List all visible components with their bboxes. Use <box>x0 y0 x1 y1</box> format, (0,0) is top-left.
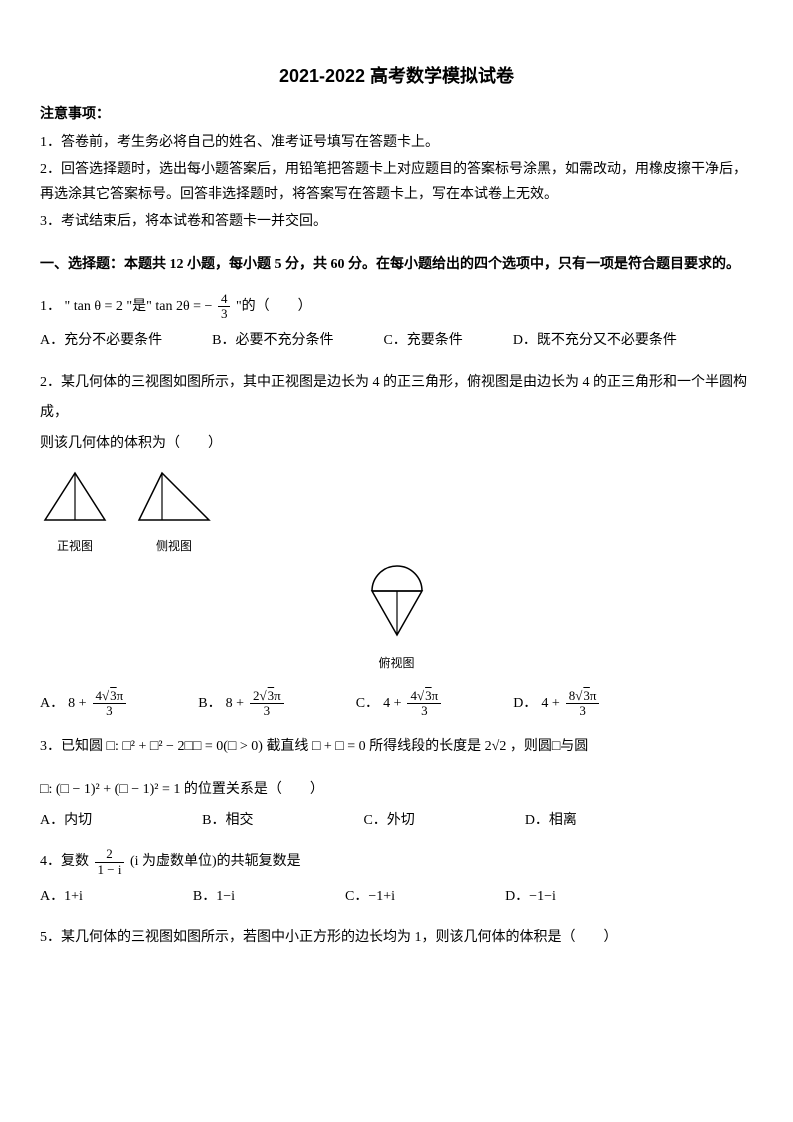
q2-a-pi: π <box>117 688 124 703</box>
q2-b-pi: π <box>274 688 281 703</box>
q2-c-sqrt: 3 <box>424 688 432 703</box>
notice-2: 2．回答选择题时，选出每小题答案后，用铅笔把答题卡上对应题目的答案标号涂黑，如需… <box>40 157 753 207</box>
q2-a-sqrt: 3 <box>109 688 117 703</box>
q1-frac-den: 3 <box>218 307 231 321</box>
q2-d-base: 4 + <box>541 691 559 716</box>
q2-d-den: 3 <box>566 704 600 718</box>
side-view-icon <box>134 468 214 526</box>
q2-a-base: 8 + <box>68 691 86 716</box>
question-2-line1: 2．某几何体的三视图如图所示，其中正视图是边长为 4 的正三角形，俯视图是由边长… <box>40 368 753 430</box>
side-view-label: 侧视图 <box>134 536 214 558</box>
top-view-icon <box>362 563 432 643</box>
q2-opt-c: C． 4 + 4√3π 3 <box>356 689 443 719</box>
top-view-label: 俯视图 <box>40 653 753 675</box>
side-view-block: 侧视图 <box>134 468 214 557</box>
q2-b-coef: 2 <box>253 688 260 703</box>
q2-a-frac: 4√3π 3 <box>93 689 127 719</box>
q3-opt-d: D．相离 <box>525 808 577 833</box>
q2-b-frac: 2√3π 3 <box>250 689 284 719</box>
q3-eq1: □: □² + □² − 2□□ = 0(□ > 0) <box>107 739 263 754</box>
q2-diagrams: 正视图 侧视图 <box>40 468 753 557</box>
question-5: 5．某几何体的三视图如图所示，若图中小正方形的边长均为 1，则该几何体的体积是（… <box>40 923 753 954</box>
q3-eq2: □ + □ = 0 <box>312 739 366 754</box>
q3-opt-b: B．相交 <box>202 808 253 833</box>
q2-c-pi: π <box>432 688 439 703</box>
q2-c-frac: 4√3π 3 <box>407 689 441 719</box>
q1-options: A．充分不必要条件 B．必要不充分条件 C．充要条件 D．既不充分又不必要条件 <box>40 328 753 353</box>
q1-opt-a: A．充分不必要条件 <box>40 328 162 353</box>
q4-opt-c: C．−1+i <box>345 884 395 909</box>
notice-1: 1．答卷前，考生务必将自己的姓名、准考证号填写在答题卡上。 <box>40 130 753 155</box>
q3-eq3: □: (□ − 1)² + (□ − 1)² = 1 <box>40 782 180 797</box>
section-1-heading: 一、选择题：本题共 12 小题，每小题 5 分，共 60 分。在每小题给出的四个… <box>40 252 753 277</box>
question-3: 3．已知圆 □: □² + □² − 2□□ = 0(□ > 0) 截直线 □ … <box>40 732 753 763</box>
q2-a-label: A． <box>40 691 64 716</box>
notice-3: 3．考试结束后，将本试卷和答题卡一并交回。 <box>40 209 753 234</box>
front-view-block: 正视图 <box>40 468 110 557</box>
q4-opt-a: A．1+i <box>40 884 83 909</box>
q2-b-base: 8 + <box>226 691 244 716</box>
q2-b-num: 2√3π <box>250 689 284 704</box>
q4-num: 2 <box>95 847 125 862</box>
q2-c-coef: 4 <box>410 688 417 703</box>
question-4: 4．复数 2 1 − i (i 为虚数单位)的共轭复数是 <box>40 847 753 878</box>
notice-heading: 注意事项： <box>40 102 753 127</box>
q1-opt-b: B．必要不充分条件 <box>212 328 333 353</box>
q1-opt-d: D．既不充分又不必要条件 <box>513 328 677 353</box>
q2-c-base: 4 + <box>383 691 401 716</box>
q4-opt-b: B．1−i <box>193 884 235 909</box>
q4-post: (i 为虚数单位)的共轭复数是 <box>130 854 301 869</box>
q3-val: 2√2 <box>485 739 507 754</box>
q2-d-pi: π <box>590 688 597 703</box>
q3-opt-a: A．内切 <box>40 808 92 833</box>
q2-d-label: D． <box>513 691 537 716</box>
q2-d-num: 8√3π <box>566 689 600 704</box>
q2-c-den: 3 <box>407 704 441 718</box>
q2-options: A． 8 + 4√3π 3 B． 8 + 2√3π 3 C． 4 + 4√3π … <box>40 689 753 719</box>
q4-opt-d: D．−1−i <box>505 884 556 909</box>
q2-c-num: 4√3π <box>407 689 441 704</box>
q2-d-frac: 8√3π 3 <box>566 689 600 719</box>
q2-opt-b: B． 8 + 2√3π 3 <box>198 689 285 719</box>
q2-opt-a: A． 8 + 4√3π 3 <box>40 689 128 719</box>
q3-opt-c: C．外切 <box>363 808 414 833</box>
page-title: 2021-2022 高考数学模拟试卷 <box>40 60 753 92</box>
q4-frac: 2 1 − i <box>95 847 125 877</box>
q2-opt-d: D． 4 + 8√3π 3 <box>513 689 601 719</box>
q4-options: A．1+i B．1−i C．−1+i D．−1−i <box>40 884 753 909</box>
front-view-label: 正视图 <box>40 536 110 558</box>
q1-fraction: 4 3 <box>218 292 231 322</box>
q4-den: 1 − i <box>95 863 125 877</box>
q3-pre: 3．已知圆 <box>40 739 103 754</box>
q3-mid1: 截直线 <box>266 739 308 754</box>
q2-b-label: B． <box>198 691 221 716</box>
question-2-line2: 则该几何体的体积为（ ） <box>40 431 753 456</box>
q2-a-coef: 4 <box>96 688 103 703</box>
q1-prefix: 1． <box>40 299 61 314</box>
q3-mid2: 所得线段的长度是 <box>369 739 481 754</box>
q1-text-right: "的（ ） <box>236 299 312 314</box>
q3-tail: 的位置关系是（ ） <box>184 782 324 797</box>
top-view-block: 俯视图 <box>40 563 753 674</box>
question-3-line2: □: (□ − 1)² + (□ − 1)² = 1 的位置关系是（ ） <box>40 777 753 802</box>
q2-a-den: 3 <box>93 704 127 718</box>
question-1: 1． " tan θ = 2 "是" tan 2θ = − 4 3 "的（ ） <box>40 292 753 323</box>
q1-opt-c: C．充要条件 <box>383 328 462 353</box>
q4-pre: 4．复数 <box>40 854 89 869</box>
q3-mid3: ，则圆□与圆 <box>510 739 588 754</box>
q1-text-left: " tan θ = 2 "是" tan 2θ = − <box>65 299 213 314</box>
q2-d-coef: 8 <box>569 688 576 703</box>
q2-c-label: C． <box>356 691 379 716</box>
q2-a-num: 4√3π <box>93 689 127 704</box>
q3-options: A．内切 B．相交 C．外切 D．相离 <box>40 808 753 833</box>
q1-frac-num: 4 <box>218 292 231 307</box>
q2-d-sqrt: 3 <box>582 688 590 703</box>
q2-b-den: 3 <box>250 704 284 718</box>
front-view-icon <box>40 468 110 526</box>
